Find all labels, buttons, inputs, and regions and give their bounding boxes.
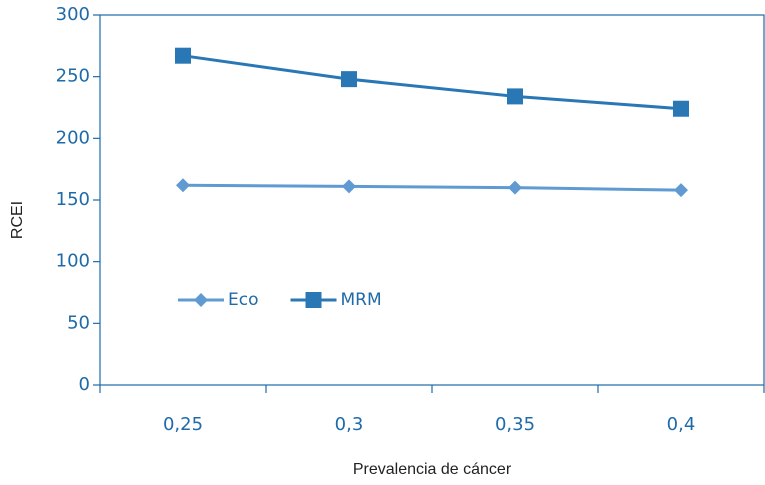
data-point <box>508 180 522 195</box>
data-point <box>341 71 357 88</box>
legend-marker <box>194 293 208 307</box>
series-line <box>182 54 682 111</box>
legend-label: Eco <box>228 290 259 310</box>
data-point <box>673 100 689 117</box>
x-tick-label: 0,3 <box>335 414 364 435</box>
y-tick-label: 250 <box>56 66 90 87</box>
y-tick-label: 50 <box>67 312 90 333</box>
y-tick-label: 100 <box>56 251 90 272</box>
y-tick-label: 0 <box>79 374 90 395</box>
series-line <box>182 183 682 192</box>
legend-label: MRM <box>341 290 382 310</box>
data-point <box>674 183 688 198</box>
x-tick-label: 0,4 <box>667 414 696 435</box>
x-tick-label: 0,25 <box>163 414 203 435</box>
data-point <box>176 178 190 193</box>
legend-marker <box>305 292 322 308</box>
y-axis-title: RCEI <box>9 201 26 239</box>
data-point <box>175 47 191 64</box>
x-tick-label: 0,35 <box>495 414 535 435</box>
x-axis-title: Prevalencia de cáncer <box>353 461 512 478</box>
y-tick-label: 150 <box>56 189 90 210</box>
y-tick-label: 200 <box>56 127 90 148</box>
plot-frame <box>99 14 765 386</box>
data-point <box>342 179 356 194</box>
y-tick-label: 300 <box>56 4 90 25</box>
data-point <box>507 88 523 105</box>
